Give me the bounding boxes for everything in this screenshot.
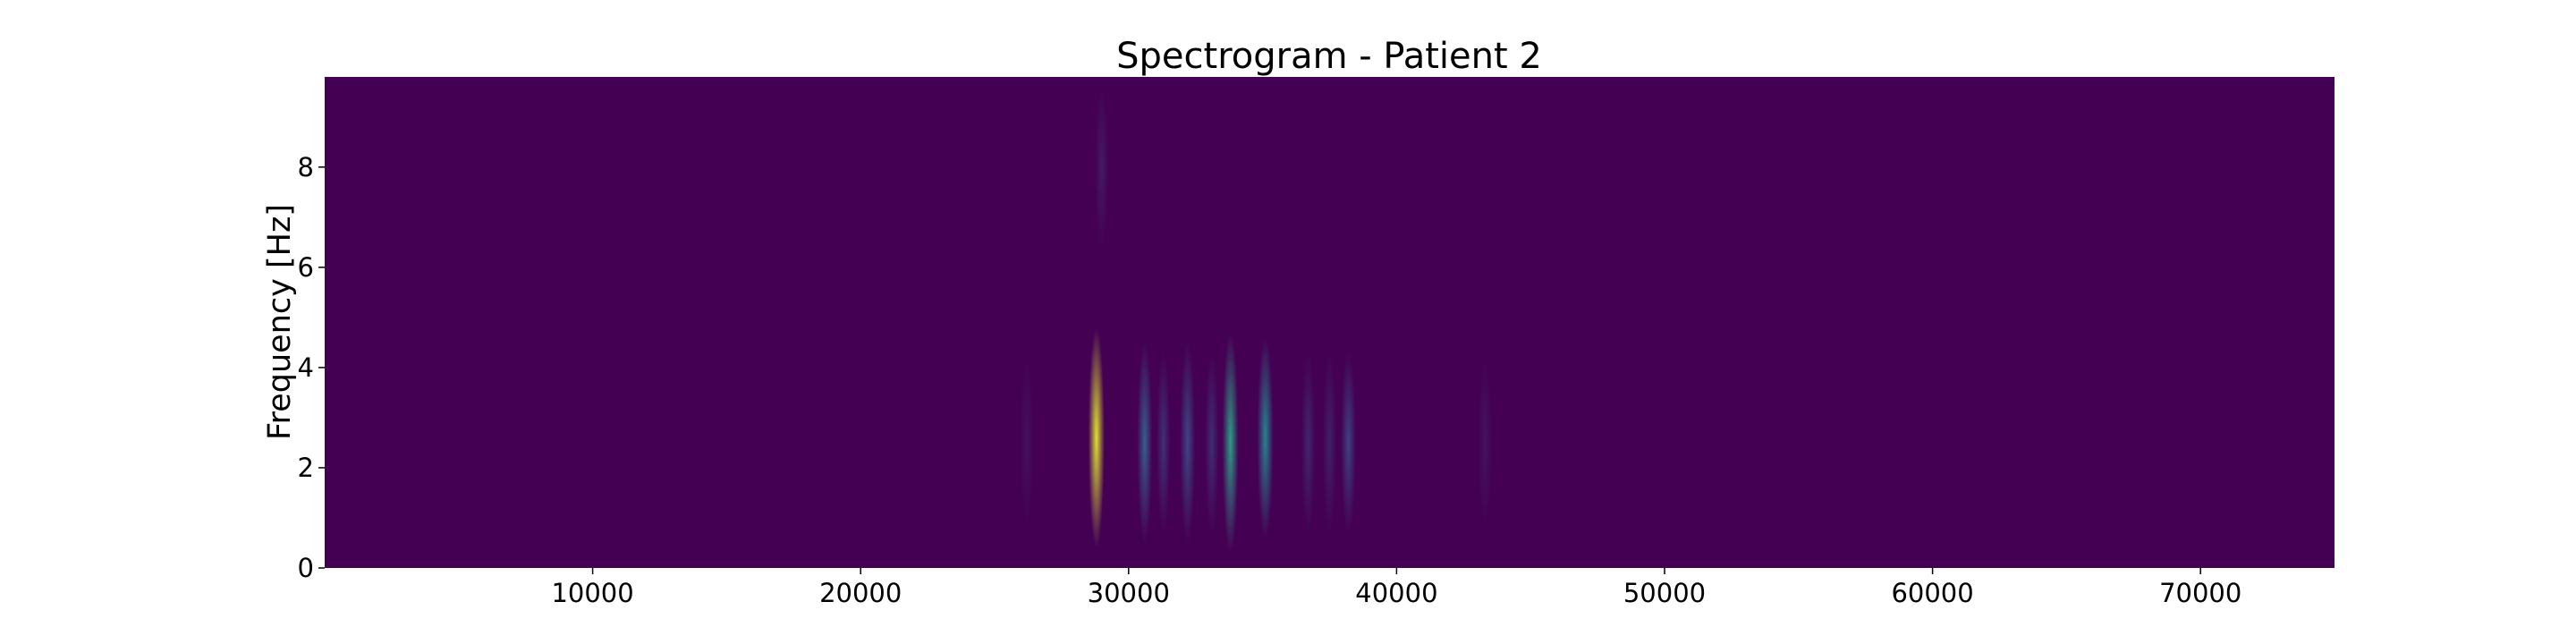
y-tick-label: 0 xyxy=(298,553,314,583)
x-axis: 10000 20000 30000 40000 50000 60000 70000 xyxy=(551,568,2241,608)
spectrogram-burst xyxy=(1257,337,1274,538)
spectrogram-burst xyxy=(1020,362,1034,523)
y-tick-label: 2 xyxy=(298,453,314,483)
y-axis: 0 2 4 6 8 xyxy=(298,152,325,583)
y-tick-label: 8 xyxy=(298,152,314,182)
y-axis-label: Frequency [Hz] xyxy=(262,204,298,440)
spectrogram-burst xyxy=(1137,342,1153,543)
spectrogram-burst xyxy=(1180,342,1196,543)
x-tick-label: 10000 xyxy=(551,578,633,608)
x-tick-label: 20000 xyxy=(819,578,902,608)
spectrogram-burst xyxy=(1157,352,1171,533)
x-tick-label: 40000 xyxy=(1355,578,1437,608)
y-tick-label: 4 xyxy=(298,352,314,383)
spectrogram-burst xyxy=(1088,327,1105,548)
spectrogram-burst xyxy=(1301,352,1315,533)
spectrogram-burst xyxy=(1478,362,1492,523)
spectrogram-burst xyxy=(1323,352,1336,533)
chart-title: Spectrogram - Patient 2 xyxy=(1116,36,1542,77)
x-tick-label: 70000 xyxy=(2159,578,2241,608)
spectrogram-burst xyxy=(1205,352,1219,533)
x-tick-label: 60000 xyxy=(1891,578,1973,608)
spectrogram-bursts xyxy=(1020,87,1492,554)
x-tick-label: 30000 xyxy=(1088,578,1170,608)
spectrogram-burst xyxy=(1222,332,1239,554)
x-tick-label: 50000 xyxy=(1623,578,1706,608)
spectrogram-burst xyxy=(1095,87,1109,248)
spectrogram-burst xyxy=(1341,352,1356,533)
y-tick-label: 6 xyxy=(298,252,314,283)
